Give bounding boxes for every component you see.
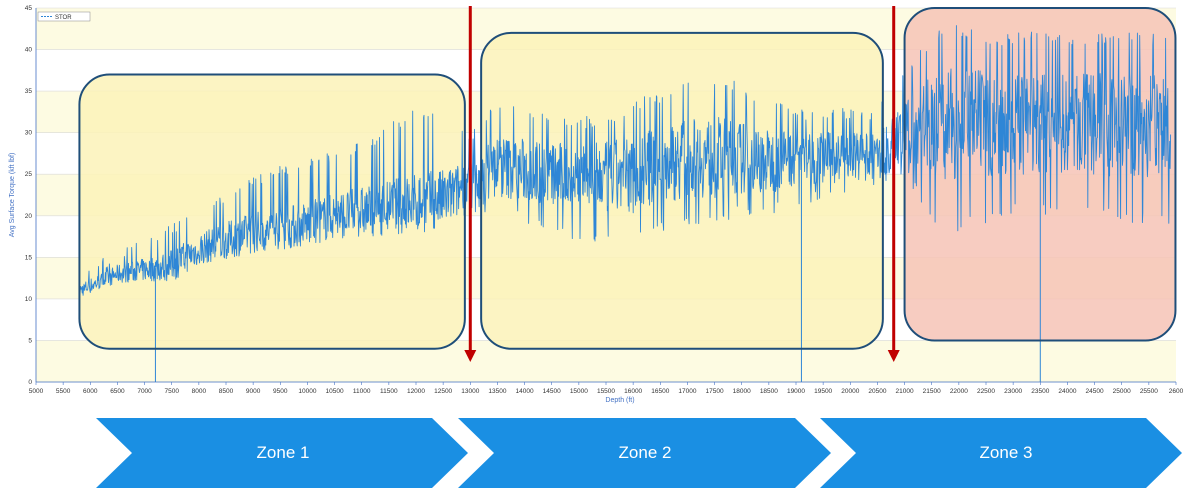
x-tick-label: 19000 [787,388,805,395]
x-tick-label: 17500 [706,388,724,395]
legend-box [37,11,91,22]
y-tick-label: 20 [25,213,33,220]
x-tick-label: 18000 [733,388,751,395]
x-tick-label: 8000 [192,388,207,395]
y-tick-label: 10 [25,296,33,303]
y-tick-label: 35 [25,88,33,95]
y-tick-label: 15 [25,254,33,261]
x-tick-label: 25000 [1113,388,1131,395]
y-tick-label: 25 [25,171,33,178]
zone-3-outline [903,7,1177,342]
x-tick-label: 10500 [326,388,344,395]
x-tick-label: 13000 [461,388,479,395]
series-stor-line [78,25,1172,296]
x-tick-label: 23000 [1004,388,1022,395]
y-tick-label: 40 [25,47,33,54]
x-tick-label: 11500 [380,388,398,395]
legend: STOR [37,11,91,22]
x-tick-label: 20500 [868,388,886,395]
x-tick-label: 13500 [488,388,506,395]
x-tick-label: 14500 [543,388,561,395]
x-tick-label: 16500 [651,388,669,395]
x-tick-label: 22500 [977,388,995,395]
x-tick-label: 9500 [273,388,288,395]
zone-2-outline [480,31,884,350]
zone-2-arrow [458,418,831,488]
x-tick-label: 18500 [760,388,778,395]
x-tick-label: 8500 [219,388,234,395]
x-tick-label: 5500 [56,388,71,395]
zone-1-outline [78,73,466,350]
zone-3-arrow [820,418,1182,488]
x-tick-label: 7500 [164,388,179,395]
x-tick-label: 6000 [83,388,98,395]
legend-label: STOR [55,15,72,21]
x-tick-label: 6500 [110,388,125,395]
x-tick-label: 12500 [434,388,452,395]
y-tick-label: 0 [28,379,32,386]
zone-2-box [481,32,883,349]
zone-box-outlines [78,7,1177,350]
x-tick-label: 19500 [814,388,832,395]
zone-3-label: Zone 3 [980,443,1033,462]
x-tick-label: 23500 [1031,388,1049,395]
x-tick-label: 24000 [1058,388,1076,395]
x-tick-label: 16000 [624,388,642,395]
x-tick-label: 21000 [896,388,914,395]
x-tick-label: 25500 [1140,388,1158,395]
zone-1-arrow [96,418,468,488]
y-axis-title: Avg Surface Torque (kft lbf) [9,153,16,238]
x-tick-label: 20000 [841,388,859,395]
x-tick-label: 15000 [570,388,588,395]
y-tick-label: 30 [25,130,33,137]
zone-banner: Zone 1 Zone 2 Zone 3 [96,418,1182,488]
x-tick-label: 12000 [407,388,425,395]
x-tick-label: 2600 [1169,388,1184,395]
x-tick-label: 7000 [137,388,152,395]
x-tick-label: 15500 [597,388,615,395]
y-tick-label: 45 [25,5,33,12]
x-tick-label: 10000 [298,388,316,395]
boundary-1-arrowhead [464,350,477,362]
zone-boundaries [464,6,900,362]
zone-1-label: Zone 1 [257,443,310,462]
series-stor [78,25,1172,382]
x-tick-label: 24500 [1086,388,1104,395]
x-tick-label: 9000 [246,388,261,395]
x-tick-label: 14000 [516,388,534,395]
y-tick-label: 5 [28,337,32,344]
axes: 0 5 10 15 20 25 30 35 40 45 5000 5500 6000 6500 7000 75… [25,5,1184,395]
x-tick-label: 22000 [950,388,968,395]
boundary-2-arrowhead [887,350,900,362]
x-tick-label: 21500 [923,388,941,395]
zone-2-label: Zone 2 [619,443,672,462]
x-tick-label: 5000 [29,388,44,395]
x-tick-label: 11000 [353,388,371,395]
x-tick-label: 17000 [678,388,696,395]
x-axis-title: Depth (ft) [605,397,634,404]
zone-1-box [79,74,465,349]
